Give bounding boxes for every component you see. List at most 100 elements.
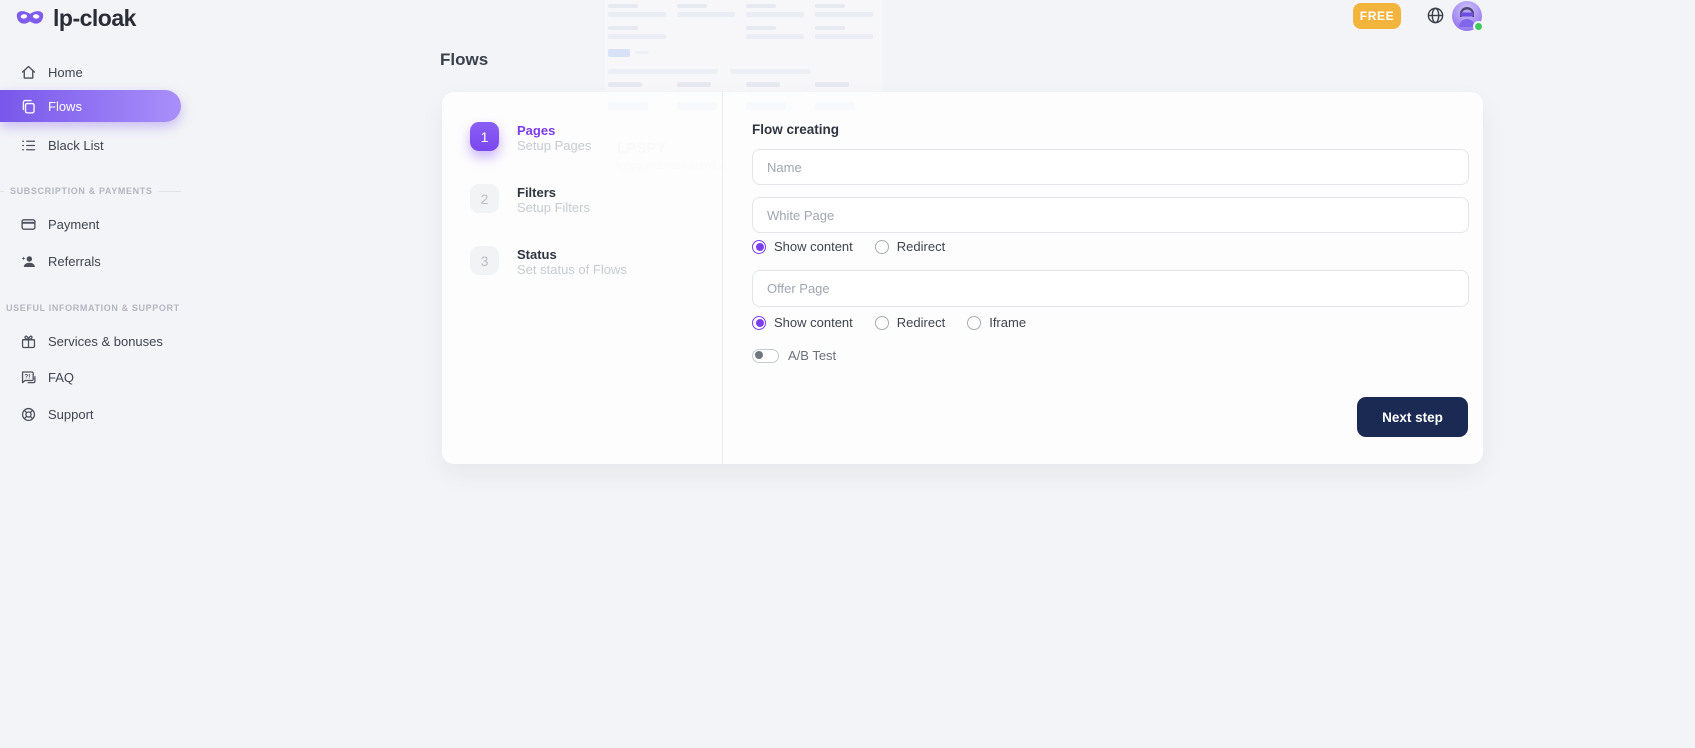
wizard-step-status[interactable]: 3 Status Set status of Flows: [470, 246, 627, 277]
sidebar-item-label: Home: [48, 64, 83, 80]
wizard-step-filters[interactable]: 2 Filters Setup Filters: [470, 184, 590, 215]
step-title: Status: [517, 247, 557, 262]
ghost-bar: [635, 51, 649, 54]
svg-text:?!: ?!: [24, 373, 30, 380]
sidebar-section-support: USEFUL INFORMATION & SUPPORT: [0, 303, 181, 313]
panel-divider: [722, 92, 723, 464]
ghost-bar: [746, 4, 776, 8]
offer-page-mode-radios: Show content Redirect Iframe: [752, 315, 1026, 330]
sidebar: lp-cloak Home Flows Black List SUBSCRIP: [0, 0, 200, 748]
radio-label: Redirect: [896, 315, 946, 330]
offer-page-input[interactable]: [752, 270, 1469, 307]
app-name: lp-cloak: [53, 5, 136, 31]
page-title: Flows: [440, 50, 489, 69]
flow-creating-modal: 1 Pages Setup Pages 2 Filters Setup Filt…: [442, 92, 1483, 464]
ghost-bar: [815, 26, 845, 30]
sidebar-item-faq[interactable]: ?! FAQ: [0, 362, 181, 392]
gift-icon: [20, 333, 37, 350]
plan-badge[interactable]: FREE: [1353, 3, 1401, 29]
user-avatar[interactable]: [1452, 1, 1484, 32]
radio-white-redirect[interactable]: Redirect: [874, 239, 946, 254]
step-title: Filters: [517, 185, 557, 200]
payment-icon: [20, 216, 37, 233]
flows-icon: [20, 98, 37, 115]
app-logo[interactable]: lp-cloak: [15, 5, 136, 32]
ghost-bar: [677, 12, 735, 17]
sidebar-item-services-bonuses[interactable]: Services & bonuses: [0, 326, 181, 356]
ghost-card-title: [677, 82, 711, 87]
sidebar-item-label: Services & bonuses: [48, 333, 163, 349]
sidebar-section-subscription: SUBSCRIPTION & PAYMENTS: [0, 186, 181, 196]
step-number-badge: 3: [470, 246, 499, 275]
ghost-button: [608, 49, 630, 57]
sidebar-item-support[interactable]: Support: [0, 399, 181, 429]
radio-icon: [967, 315, 982, 330]
ghost-bar: [815, 12, 873, 17]
ab-test-label: A/B Test: [788, 348, 837, 363]
radio-icon: [752, 315, 766, 330]
ghost-bar: [815, 34, 873, 39]
sidebar-item-label: Support: [48, 406, 94, 422]
ab-test-toggle[interactable]: [752, 348, 779, 363]
online-status-dot: [1473, 21, 1484, 32]
radio-icon: [874, 239, 889, 254]
ghost-bar: [815, 4, 845, 8]
home-icon: [20, 64, 37, 81]
sidebar-item-label: Black List: [48, 137, 104, 153]
sidebar-item-label: Referrals: [48, 253, 101, 269]
radio-label: Show content: [774, 315, 853, 330]
radio-offer-redirect[interactable]: Redirect: [874, 315, 946, 330]
name-input[interactable]: [752, 149, 1469, 185]
radio-icon: [874, 315, 889, 330]
ghost-bar: [746, 34, 804, 39]
ghost-pagination: [730, 69, 810, 74]
sidebar-item-payment[interactable]: Payment: [0, 209, 181, 239]
next-step-button[interactable]: Next step: [1357, 397, 1468, 437]
sidebar-item-flows[interactable]: Flows: [0, 90, 181, 122]
ghost-bar: [608, 26, 638, 30]
ab-test-toggle-row[interactable]: A/B Test: [752, 348, 836, 363]
radio-label: Redirect: [896, 239, 946, 254]
ghost-card-title: [815, 82, 849, 87]
ghost-bar: [608, 34, 666, 39]
faq-icon: ?!: [20, 369, 37, 386]
form-title: Flow creating: [752, 122, 840, 137]
step-title: Pages: [517, 123, 556, 138]
ghost-bar: [746, 12, 804, 17]
sidebar-item-home[interactable]: Home: [0, 57, 181, 87]
step-subtitle: Setup Filters: [517, 200, 590, 215]
language-globe-icon[interactable]: [1426, 6, 1445, 25]
step-subtitle: Setup Pages: [517, 138, 592, 153]
mask-logo-icon: [15, 7, 45, 30]
radio-label: Iframe: [989, 315, 1027, 330]
radio-label: Show content: [774, 239, 853, 254]
white-page-mode-radios: Show content Redirect: [752, 239, 945, 254]
radio-white-show-content[interactable]: Show content: [752, 239, 853, 254]
section-header-label: SUBSCRIPTION & PAYMENTS: [10, 186, 153, 196]
ghost-bar: [677, 4, 707, 8]
step-subtitle: Set status of Flows: [517, 262, 627, 277]
black-list-icon: [20, 137, 37, 154]
ghost-bar: [746, 26, 776, 30]
ghost-pagination: [608, 69, 718, 74]
referrals-icon: [20, 253, 37, 270]
section-header-label: USEFUL INFORMATION & SUPPORT: [6, 303, 180, 313]
step-number-badge: 1: [470, 122, 499, 151]
white-page-input[interactable]: [752, 197, 1469, 233]
toggle-knob: [755, 351, 763, 359]
sidebar-item-referrals[interactable]: Referrals: [0, 246, 181, 276]
ghost-bar: [608, 12, 666, 17]
radio-icon: [752, 239, 766, 254]
wizard-step-pages[interactable]: 1 Pages Setup Pages: [470, 122, 591, 153]
ghost-card-title: [608, 82, 642, 87]
sidebar-item-label: Flows: [48, 98, 82, 114]
ghost-card-title: [746, 82, 780, 87]
radio-offer-show-content[interactable]: Show content: [752, 315, 853, 330]
step-number-badge: 2: [470, 184, 499, 213]
sidebar-item-label: Payment: [48, 216, 100, 232]
radio-offer-iframe[interactable]: Iframe: [967, 315, 1026, 330]
sidebar-item-black-list[interactable]: Black List: [0, 130, 181, 160]
life-buoy-icon: [20, 406, 37, 423]
sidebar-item-label: FAQ: [48, 369, 75, 385]
ghost-bar: [608, 4, 638, 8]
